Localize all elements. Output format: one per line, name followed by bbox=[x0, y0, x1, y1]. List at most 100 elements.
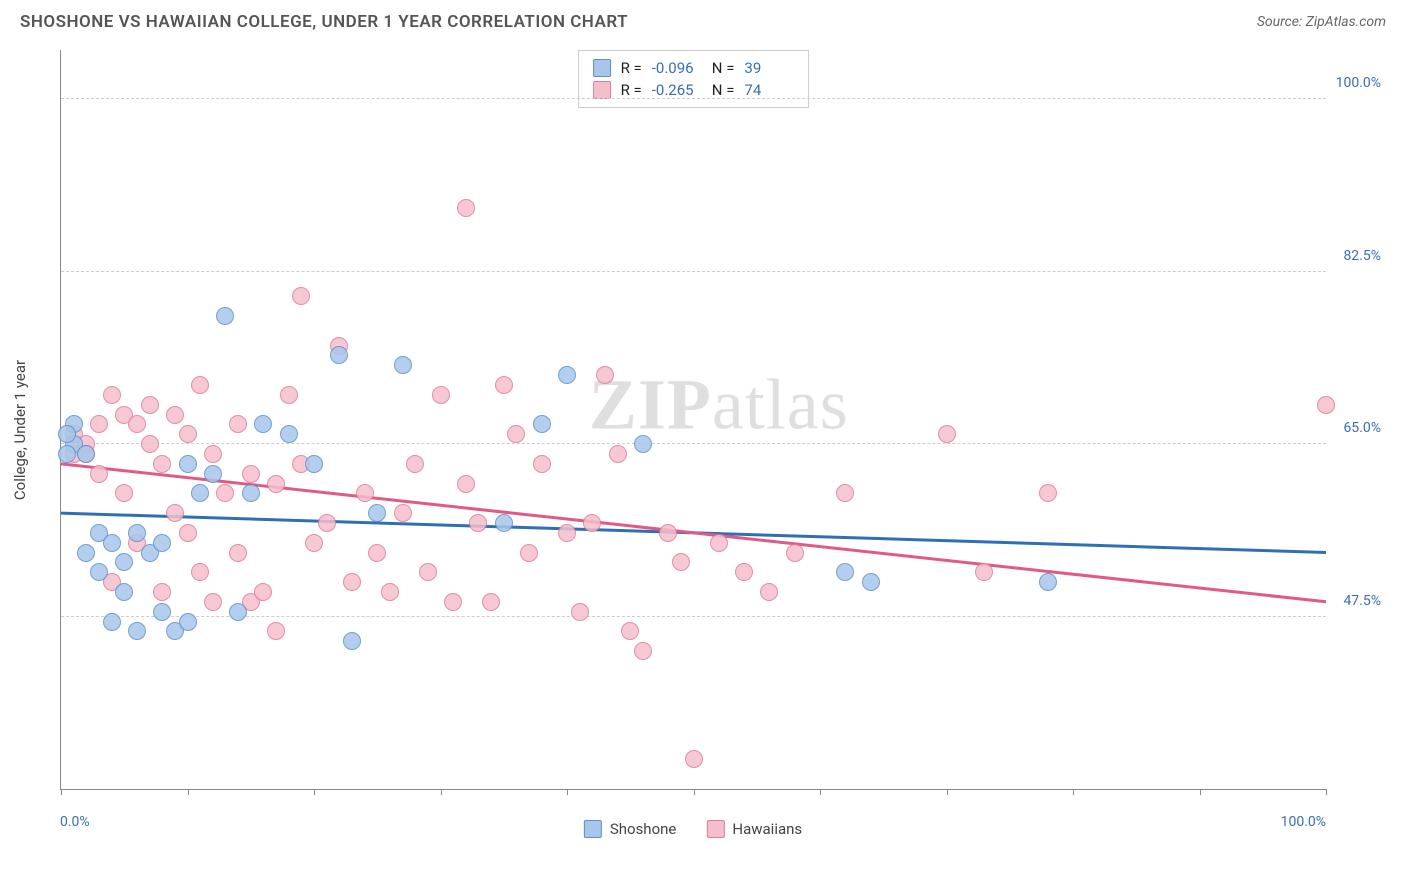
data-point-hawaiians bbox=[128, 415, 146, 433]
x-tick bbox=[567, 789, 568, 795]
data-point-shoshone bbox=[634, 435, 652, 453]
legend-swatch-shoshone bbox=[584, 820, 602, 838]
data-point-shoshone bbox=[179, 613, 197, 631]
data-point-hawaiians bbox=[609, 445, 627, 463]
stats-legend-box: R = -0.096 N = 39 R = -0.265 N = 74 bbox=[578, 50, 810, 108]
data-point-shoshone bbox=[103, 534, 121, 552]
data-point-hawaiians bbox=[343, 573, 361, 591]
data-point-shoshone bbox=[128, 622, 146, 640]
data-point-shoshone bbox=[862, 573, 880, 591]
data-point-hawaiians bbox=[280, 386, 298, 404]
data-point-hawaiians bbox=[444, 593, 462, 611]
x-tick bbox=[947, 789, 948, 795]
data-point-hawaiians bbox=[267, 622, 285, 640]
data-point-hawaiians bbox=[432, 386, 450, 404]
data-point-hawaiians bbox=[583, 514, 601, 532]
data-point-hawaiians bbox=[381, 583, 399, 601]
data-point-hawaiians bbox=[659, 524, 677, 542]
data-point-shoshone bbox=[394, 356, 412, 374]
data-point-hawaiians bbox=[368, 544, 386, 562]
data-point-shoshone bbox=[115, 553, 133, 571]
x-tick bbox=[1200, 789, 1201, 795]
data-point-hawaiians bbox=[153, 455, 171, 473]
chart-title: SHOSHONE VS HAWAIIAN COLLEGE, UNDER 1 YE… bbox=[20, 12, 628, 32]
data-point-shoshone bbox=[836, 563, 854, 581]
data-point-hawaiians bbox=[179, 524, 197, 542]
data-point-shoshone bbox=[343, 632, 361, 650]
data-point-hawaiians bbox=[533, 455, 551, 473]
bottom-legend: Shoshone Hawaiians bbox=[584, 820, 802, 838]
trend-line bbox=[61, 513, 1326, 552]
data-point-hawaiians bbox=[1039, 484, 1057, 502]
swatch-shoshone bbox=[593, 59, 611, 77]
data-point-hawaiians bbox=[191, 376, 209, 394]
data-point-hawaiians bbox=[305, 534, 323, 552]
data-point-shoshone bbox=[115, 583, 133, 601]
data-point-shoshone bbox=[204, 465, 222, 483]
x-tick bbox=[820, 789, 821, 795]
data-point-hawaiians bbox=[254, 583, 272, 601]
data-point-hawaiians bbox=[406, 455, 424, 473]
data-point-hawaiians bbox=[520, 544, 538, 562]
data-point-hawaiians bbox=[242, 465, 260, 483]
source-label: Source: ZipAtlas.com bbox=[1257, 14, 1386, 30]
data-point-hawaiians bbox=[457, 475, 475, 493]
data-point-hawaiians bbox=[141, 396, 159, 414]
data-point-hawaiians bbox=[115, 484, 133, 502]
chart-container: College, Under 1 year ZIPatlas R = -0.09… bbox=[50, 40, 1386, 820]
watermark: ZIPatlas bbox=[589, 363, 849, 446]
data-point-hawaiians bbox=[166, 406, 184, 424]
data-point-shoshone bbox=[305, 455, 323, 473]
data-point-hawaiians bbox=[634, 642, 652, 660]
data-point-shoshone bbox=[58, 445, 76, 463]
data-point-hawaiians bbox=[90, 465, 108, 483]
data-point-hawaiians bbox=[103, 386, 121, 404]
data-point-shoshone bbox=[77, 445, 95, 463]
trend-lines bbox=[61, 50, 1326, 789]
r-value-shoshone: -0.096 bbox=[652, 59, 702, 77]
data-point-hawaiians bbox=[482, 593, 500, 611]
data-point-hawaiians bbox=[685, 750, 703, 768]
data-point-hawaiians bbox=[469, 514, 487, 532]
data-point-hawaiians bbox=[1317, 396, 1335, 414]
stats-row-shoshone: R = -0.096 N = 39 bbox=[593, 57, 795, 79]
data-point-hawaiians bbox=[457, 199, 475, 217]
data-point-hawaiians bbox=[836, 484, 854, 502]
data-point-hawaiians bbox=[558, 524, 576, 542]
data-point-shoshone bbox=[242, 484, 260, 502]
data-point-hawaiians bbox=[938, 425, 956, 443]
data-point-hawaiians bbox=[394, 504, 412, 522]
data-point-hawaiians bbox=[318, 514, 336, 532]
data-point-shoshone bbox=[77, 544, 95, 562]
data-point-hawaiians bbox=[356, 484, 374, 502]
grid-line bbox=[61, 443, 1326, 444]
data-point-hawaiians bbox=[229, 544, 247, 562]
data-point-shoshone bbox=[330, 346, 348, 364]
data-point-hawaiians bbox=[267, 475, 285, 493]
data-point-hawaiians bbox=[204, 593, 222, 611]
data-point-shoshone bbox=[368, 504, 386, 522]
data-point-shoshone bbox=[128, 524, 146, 542]
legend-item-hawaiians: Hawaiians bbox=[706, 820, 802, 838]
data-point-hawaiians bbox=[975, 563, 993, 581]
data-point-hawaiians bbox=[229, 415, 247, 433]
data-point-shoshone bbox=[495, 514, 513, 532]
data-point-hawaiians bbox=[621, 622, 639, 640]
swatch-hawaiians bbox=[593, 81, 611, 99]
data-point-hawaiians bbox=[495, 376, 513, 394]
y-tick-label: 100.0% bbox=[1336, 75, 1381, 91]
data-point-hawaiians bbox=[419, 563, 437, 581]
x-tick bbox=[314, 789, 315, 795]
y-tick-label: 65.0% bbox=[1343, 420, 1381, 436]
data-point-hawaiians bbox=[710, 534, 728, 552]
data-point-shoshone bbox=[103, 613, 121, 631]
y-tick-label: 47.5% bbox=[1343, 593, 1381, 609]
data-point-shoshone bbox=[153, 603, 171, 621]
x-axis-labels: 0.0% 100.0% Shoshone Hawaiians bbox=[60, 800, 1326, 830]
data-point-hawaiians bbox=[166, 504, 184, 522]
x-max-label: 100.0% bbox=[1281, 814, 1326, 830]
y-tick-label: 82.5% bbox=[1343, 248, 1381, 264]
data-point-hawaiians bbox=[179, 425, 197, 443]
x-tick bbox=[1326, 789, 1327, 795]
grid-line bbox=[61, 271, 1326, 272]
